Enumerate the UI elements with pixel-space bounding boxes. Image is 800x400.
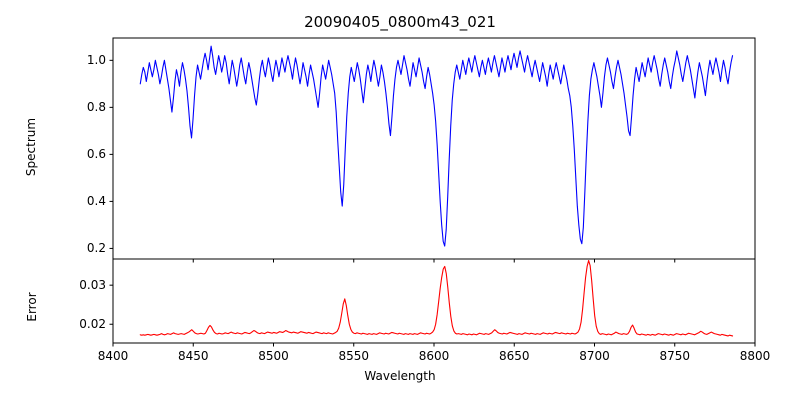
x-tick-label: 8550 [338, 349, 370, 363]
y-tick-label: 0.8 [86, 100, 106, 115]
x-tick-label: 8450 [177, 349, 209, 363]
x-tick-label: 8700 [579, 349, 610, 363]
spectrum-panel-frame [112, 37, 756, 260]
x-tick-label: 8500 [258, 349, 289, 363]
y-tick-label: 0.03 [79, 278, 106, 293]
y-tick-label: 0.02 [79, 317, 106, 332]
x-tick-label: 8750 [659, 349, 691, 363]
data-layer [139, 45, 734, 337]
spectrum-series-line [139, 45, 734, 247]
x-tick-label: 8600 [418, 349, 450, 363]
chart-title: 20090405_0800m43_021 [304, 13, 496, 31]
x-tick-label: 8650 [498, 349, 530, 363]
x-axis-label: Wavelength [364, 369, 436, 383]
y-tick-label: 0.6 [86, 147, 106, 162]
error-series-line [139, 260, 734, 337]
x-tick-label: 8400 [97, 349, 129, 363]
y-tick-label: 0.4 [86, 194, 106, 209]
x-tick-label: 8800 [739, 349, 771, 363]
y-tick-label: 1.0 [86, 53, 106, 68]
y-tick-label: 0.2 [86, 241, 106, 256]
axes-layer [109, 37, 756, 347]
